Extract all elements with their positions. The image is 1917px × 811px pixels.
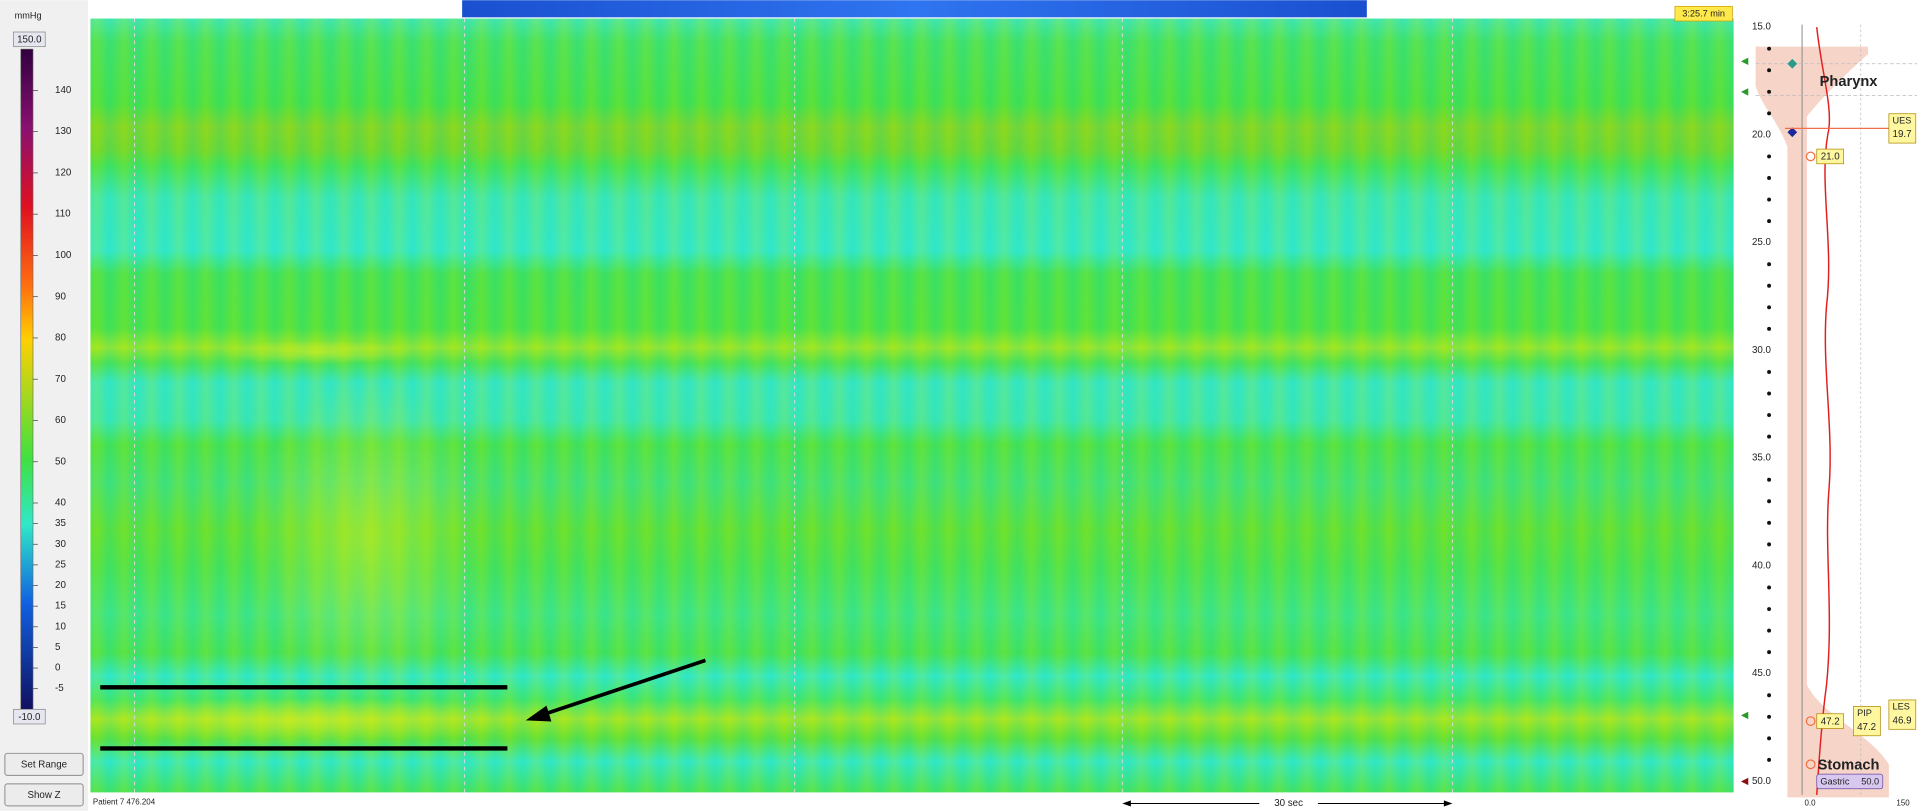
colorbar-tick-label: 70: [55, 374, 66, 385]
marker-value: 19.7: [1893, 129, 1912, 140]
sensor-dot: [1767, 478, 1771, 482]
button-label[interactable]: Set Range: [21, 760, 67, 771]
marker-value: 46.9: [1893, 715, 1912, 726]
page: {"colorbar": {"unit": "mmHg", "max": {"v…: [0, 0, 1917, 811]
sensor-dot: [1767, 586, 1771, 590]
sensor-dot: [1767, 68, 1771, 72]
sensor-dot: [1767, 111, 1771, 115]
depth-tick-label: 45.0: [1752, 668, 1772, 679]
colorbar-tick-label: -5: [55, 683, 64, 694]
colorbar-tick-label: 5: [55, 642, 61, 653]
colorbar-tick-label: 120: [55, 167, 72, 178]
sensor-dot: [1767, 327, 1771, 331]
sensor-dot: [1767, 392, 1771, 396]
time-label: 3:25.7 min: [1682, 9, 1725, 19]
sensor-dot: [1767, 262, 1771, 266]
sensor-dot: [1767, 650, 1771, 654]
sensor-dot: [1767, 284, 1771, 288]
tag-label: 47.2: [1821, 716, 1840, 727]
colorbar-tick-label: 10: [55, 621, 66, 632]
marker-name: LES: [1893, 702, 1910, 712]
region-label: Pharynx: [1820, 74, 1879, 90]
sensor-dot: [1767, 370, 1771, 374]
colorbar-tick-label: 30: [55, 539, 66, 550]
colorbar-unit: mmHg: [15, 11, 42, 21]
patient-label: Patient 7 476.204: [93, 797, 156, 806]
sensor-dot: [1767, 521, 1771, 525]
sensor-dot: [1767, 542, 1771, 546]
depth-tick-label: 15.0: [1752, 22, 1772, 33]
colorbar-tick-label: 80: [55, 333, 66, 344]
gastric-name: Gastric: [1820, 776, 1849, 786]
region-label: Stomach: [1818, 757, 1880, 773]
colorbar-tick-label: 35: [55, 518, 66, 529]
colorbar-tick-label: 25: [55, 559, 66, 570]
sensor-dot: [1767, 499, 1771, 503]
depth-tick-label: 25.0: [1752, 237, 1772, 248]
sensor-dot: [1767, 219, 1771, 223]
sensor-dot: [1767, 715, 1771, 719]
sensor-dot: [1767, 629, 1771, 633]
pressure-tick-label: 150: [1896, 799, 1910, 808]
colorbar-tick-label: 20: [55, 580, 66, 591]
colorbar-tick-label: 90: [55, 291, 66, 302]
colorbar-tick-label: 130: [55, 126, 72, 137]
colorbar-panel: [0, 0, 88, 811]
colorbar-tick-label: 50: [55, 456, 66, 467]
sensor-dot: [1767, 435, 1771, 439]
sensor-dot: [1767, 607, 1771, 611]
colorbar-tick-label: 110: [55, 209, 71, 220]
tag-label: 21.0: [1821, 152, 1841, 163]
screen: mmHg 150.0 -10.0 Set RangeShow Z 3:25.7 …: [0, 0, 1917, 811]
gastric-value: 50.0: [1861, 776, 1879, 786]
sensor-dot: [1767, 413, 1771, 417]
sensor-dot: [1767, 176, 1771, 180]
button-label[interactable]: Show Z: [27, 790, 60, 801]
sensor-dot: [1767, 305, 1771, 309]
colorbar-tick-label: 15: [55, 601, 66, 612]
sensor-dot: [1767, 154, 1771, 158]
depth-tick-label: 30.0: [1752, 345, 1772, 356]
marker-name: UES: [1893, 115, 1912, 125]
heatmap-hotspot: [220, 340, 416, 364]
colorbar-tick-label: 100: [55, 250, 72, 261]
colorbar-tick-label: 0: [55, 663, 61, 674]
colorbar-max: 150.0: [17, 35, 42, 46]
sensor-dot: [1767, 198, 1771, 202]
sensor-dot: [1767, 90, 1771, 94]
heatmap-hotspot: [98, 697, 514, 746]
colorbar-tick-label: 60: [55, 415, 66, 426]
sensor-dot: [1767, 693, 1771, 697]
heatmap-hotspot: [251, 379, 483, 697]
sensor-dot: [1767, 47, 1771, 51]
marker-value: 47.2: [1857, 722, 1876, 733]
colorbar-tick-label: 40: [55, 498, 66, 509]
colorbar-min: -10.0: [18, 712, 41, 723]
depth-tick-label: 20.0: [1752, 129, 1772, 140]
colorbar: [21, 49, 33, 709]
depth-tick-label: 35.0: [1752, 453, 1772, 464]
bottom-strip: [88, 792, 1738, 810]
pressure-tick-label: 0.0: [1805, 799, 1817, 808]
colorbar-tick-label: 140: [55, 85, 72, 96]
depth-tick-label: 50.0: [1752, 776, 1772, 787]
sensor-dot: [1767, 758, 1771, 762]
sensor-dot: [1767, 736, 1771, 740]
depth-tick-label: 40.0: [1752, 560, 1772, 571]
top-bar: [462, 0, 1367, 17]
marker-name: PIP: [1857, 708, 1872, 718]
scale-label: 30 sec: [1274, 798, 1303, 809]
